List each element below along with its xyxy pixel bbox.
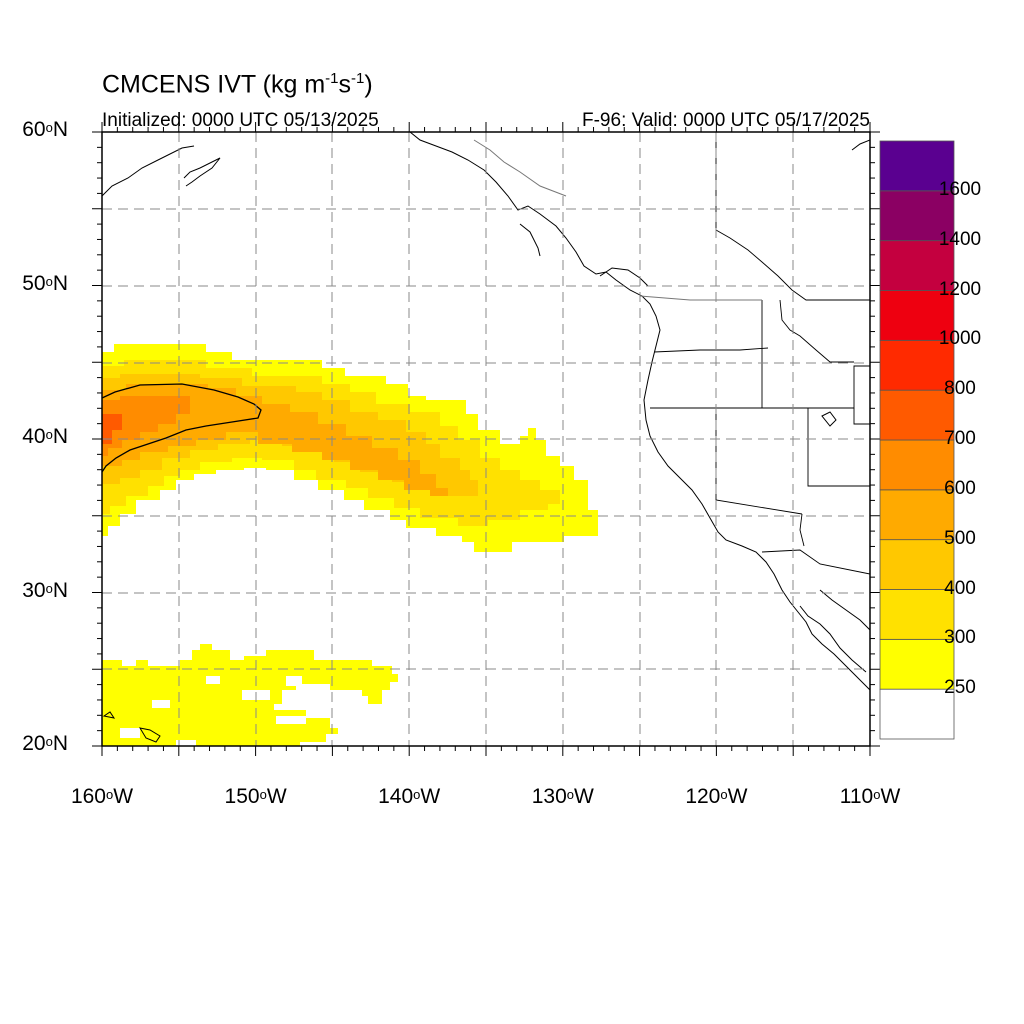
colorbar-swatch bbox=[879, 589, 955, 640]
colorbar-swatch bbox=[879, 389, 955, 441]
colorbar-label: 700 bbox=[944, 428, 976, 449]
lon-label-150: 150oW bbox=[224, 785, 287, 808]
colorbar-swatch bbox=[879, 638, 955, 690]
colorbar-swatch bbox=[879, 240, 955, 291]
lat-label-40: 40oN bbox=[22, 425, 68, 448]
colorbar-swatch bbox=[879, 489, 955, 541]
colorbar-label: 800 bbox=[944, 378, 976, 400]
colorbar-swatch bbox=[879, 339, 955, 391]
map-title: CMCENS IVT (kg m-1s-1) bbox=[102, 70, 373, 99]
colorbar bbox=[879, 140, 955, 740]
colorbar-swatch bbox=[879, 439, 955, 491]
ivt-region-700 bbox=[102, 414, 122, 444]
colorbar-label: 1000 bbox=[938, 328, 982, 350]
lat-label-50: 50oN bbox=[22, 271, 68, 295]
ivt-field bbox=[102, 344, 598, 746]
coastlines bbox=[102, 132, 870, 743]
colorbar-label: 1200 bbox=[938, 278, 982, 300]
lon-label-120: 120oW bbox=[685, 785, 748, 808]
colorbar-label: 600 bbox=[944, 477, 976, 499]
colorbar-label: 300 bbox=[944, 627, 976, 649]
borders-gray bbox=[473, 139, 762, 301]
colorbar-swatch bbox=[879, 190, 955, 242]
colorbar-label: 1400 bbox=[938, 228, 982, 250]
borders bbox=[650, 132, 870, 575]
colorbar-label: 400 bbox=[944, 577, 976, 599]
valid-time-label: F-96: Valid: 0000 UTC 05/17/2025 bbox=[582, 110, 870, 131]
lon-label-140: 140oW bbox=[378, 785, 441, 808]
colorbar-swatch bbox=[879, 290, 955, 341]
ivt-contour-600 bbox=[102, 383, 262, 473]
colorbar-swatch bbox=[879, 688, 955, 740]
ivt-region-600 bbox=[102, 396, 190, 456]
lon-label-160: 160oW bbox=[70, 785, 134, 808]
colorbar-swatch bbox=[879, 140, 955, 192]
colorbar-label: 500 bbox=[944, 527, 976, 549]
init-time-label: Initialized: 0000 UTC 05/13/2025 bbox=[102, 110, 379, 131]
lon-label-130: 130oW bbox=[531, 785, 594, 808]
lat-label-60: 60oN bbox=[22, 118, 68, 141]
gridlines bbox=[102, 132, 870, 746]
lat-label-20: 20oN bbox=[22, 732, 68, 755]
axis-ticks bbox=[92, 122, 880, 756]
colorbar-swatch bbox=[879, 539, 955, 590]
colorbar-label: 250 bbox=[944, 677, 976, 699]
lat-label-30: 30oN bbox=[22, 578, 68, 602]
colorbar-label: 1600 bbox=[938, 178, 982, 200]
lon-label-110: 110oW bbox=[839, 785, 901, 808]
